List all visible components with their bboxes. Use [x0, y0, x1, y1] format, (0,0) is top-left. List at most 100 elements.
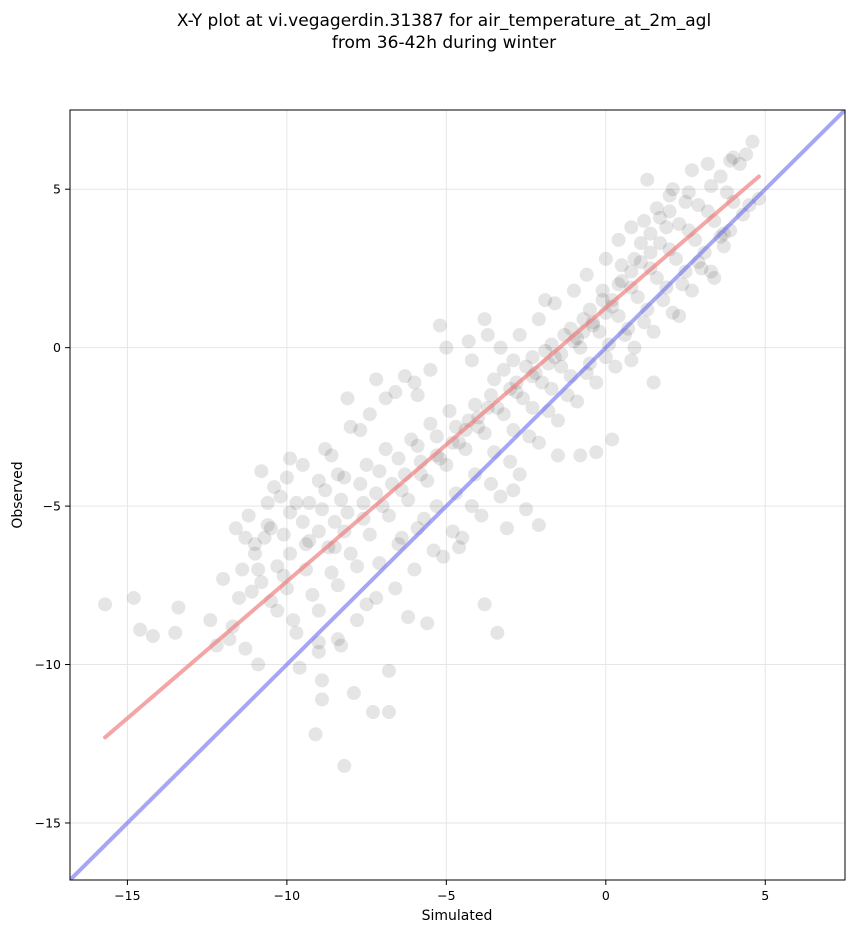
- data-point-4: [168, 625, 183, 640]
- data-point-99: [340, 505, 355, 520]
- plot-frame: [69, 109, 846, 881]
- data-point-299: [624, 220, 639, 235]
- data-point-19: [283, 451, 298, 466]
- data-point-9: [235, 562, 250, 577]
- data-point-108: [305, 587, 320, 602]
- data-point-276: [232, 590, 247, 605]
- data-point-164: [448, 486, 463, 501]
- data-point-146: [391, 451, 406, 466]
- data-point-132: [662, 204, 677, 219]
- data-point-230: [633, 255, 648, 270]
- data-point-155: [270, 603, 285, 618]
- data-point-0: [98, 597, 113, 612]
- data-point-111: [362, 527, 377, 542]
- data-point-258: [455, 530, 470, 545]
- reference-lines: [70, 110, 845, 880]
- y-tick-label-2: −5: [43, 499, 61, 514]
- x-axis-ticks: −15 −10 −5 0 5: [114, 880, 769, 903]
- data-point-250: [388, 581, 403, 596]
- data-point-264: [570, 394, 585, 409]
- data-point-266: [608, 359, 623, 374]
- data-point-148: [353, 476, 368, 491]
- data-point-197: [318, 483, 333, 498]
- data-point-290: [480, 327, 495, 342]
- data-point-176: [678, 264, 693, 279]
- data-point-253: [330, 632, 345, 647]
- data-point-245: [483, 476, 498, 491]
- data-point-199: [283, 505, 298, 520]
- data-point-194: [378, 442, 393, 457]
- data-point-177: [697, 245, 712, 260]
- data-point-257: [436, 549, 451, 564]
- data-point-97: [369, 486, 384, 501]
- data-point-304: [700, 156, 715, 171]
- data-point-12: [247, 537, 262, 552]
- data-point-39: [381, 705, 396, 720]
- data-point-282: [318, 442, 333, 457]
- data-point-274: [209, 638, 224, 653]
- data-point-55: [531, 518, 546, 533]
- data-point-46: [432, 318, 447, 333]
- data-point-138: [544, 337, 559, 352]
- data-point-306: [726, 150, 741, 165]
- data-point-268: [646, 324, 661, 339]
- data-point-107: [286, 613, 301, 628]
- data-point-23: [308, 727, 323, 742]
- data-point-255: [394, 530, 409, 545]
- data-point-262: [531, 435, 546, 450]
- data-point-267: [627, 340, 642, 355]
- data-point-295: [566, 283, 581, 298]
- data-point-265: [589, 375, 604, 390]
- data-point-140: [506, 353, 521, 368]
- data-point-235: [637, 315, 652, 330]
- data-point-261: [512, 467, 527, 482]
- identity-line: [70, 110, 845, 880]
- data-point-181: [633, 236, 648, 251]
- data-point-191: [442, 404, 457, 419]
- data-point-80: [611, 277, 626, 292]
- data-point-64: [662, 188, 677, 203]
- data-point-88: [496, 362, 511, 377]
- data-point-270: [684, 283, 699, 298]
- data-point-144: [429, 429, 444, 444]
- data-point-289: [461, 334, 476, 349]
- data-point-17: [273, 489, 288, 504]
- data-point-288: [439, 340, 454, 355]
- data-point-168: [525, 400, 540, 415]
- data-point-169: [544, 381, 559, 396]
- data-point-259: [474, 508, 489, 523]
- data-point-51: [490, 625, 505, 640]
- data-point-37: [365, 705, 380, 720]
- data-point-98: [356, 495, 371, 510]
- data-point-227: [691, 198, 706, 213]
- data-point-114: [420, 473, 435, 488]
- data-point-43: [401, 609, 416, 624]
- data-point-101: [311, 524, 326, 539]
- data-point-287: [423, 362, 438, 377]
- data-point-48: [464, 353, 479, 368]
- data-point-16: [267, 480, 282, 495]
- data-point-301: [649, 201, 664, 216]
- data-point-165: [468, 467, 483, 482]
- data-point-75: [704, 179, 719, 194]
- x-tick-label-3: 0: [602, 888, 610, 903]
- data-point-104: [270, 559, 285, 574]
- data-point-137: [563, 321, 578, 336]
- data-point-246: [464, 499, 479, 514]
- data-point-247: [445, 524, 460, 539]
- data-point-65: [672, 308, 687, 323]
- data-point-67: [707, 270, 722, 285]
- data-point-63: [640, 172, 655, 187]
- data-point-195: [359, 457, 374, 472]
- data-point-183: [595, 283, 610, 298]
- data-point-130: [726, 194, 741, 209]
- data-point-232: [595, 293, 610, 308]
- fit-line: [103, 174, 761, 740]
- data-point-20: [289, 495, 304, 510]
- data-point-24: [311, 473, 326, 488]
- data-point-196: [337, 470, 352, 485]
- data-point-105: [254, 575, 269, 590]
- data-point-279: [260, 495, 275, 510]
- x-tick-label-2: −5: [437, 888, 455, 903]
